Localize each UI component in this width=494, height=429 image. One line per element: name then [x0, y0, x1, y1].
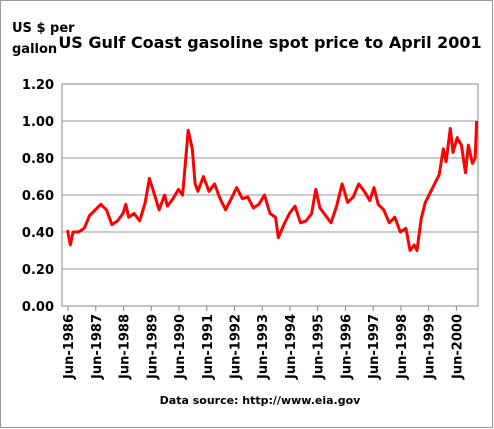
x-tick-label: Jun-1997 [367, 314, 382, 380]
plot-area [61, 83, 479, 307]
y-axis-label: US $ per gallon [12, 21, 75, 57]
x-tick-label: Jun-1989 [145, 314, 160, 380]
y-tick-label: 1.20 [22, 78, 54, 93]
x-tick-label: Jun-1995 [312, 314, 327, 380]
x-tick-label: Jun-1992 [229, 314, 244, 380]
x-tick-label: Jun-1986 [62, 314, 77, 380]
y-tick-label: 0.40 [22, 226, 54, 241]
x-tick-label: Jun-1993 [256, 314, 271, 380]
x-tick-label: Jun-1990 [173, 314, 188, 380]
x-tick-label: Jun-1991 [201, 314, 216, 380]
price-line [66, 120, 479, 252]
chart-title: US Gulf Coast gasoline spot price to Apr… [58, 33, 481, 52]
x-tick-label: Jun-2000 [450, 314, 465, 380]
x-tick-label: Jun-1996 [339, 314, 354, 380]
y-tick-label: 0.60 [22, 189, 54, 204]
x-tick-label: Jun-1988 [118, 314, 133, 380]
y-tick-label: 0.20 [22, 263, 54, 278]
x-tick-label: Jun-1994 [284, 314, 299, 380]
y-tick-label: 1.00 [22, 115, 54, 130]
source-note: Data source: http://www.eia.gov [160, 394, 362, 407]
y-tick-label: 0.00 [22, 300, 54, 315]
x-tick-label: Jun-1987 [90, 314, 105, 380]
y-tick-label: 0.80 [22, 152, 54, 167]
x-tick-label: Jun-1999 [423, 314, 438, 380]
x-tick-label: Jun-1998 [395, 314, 410, 380]
